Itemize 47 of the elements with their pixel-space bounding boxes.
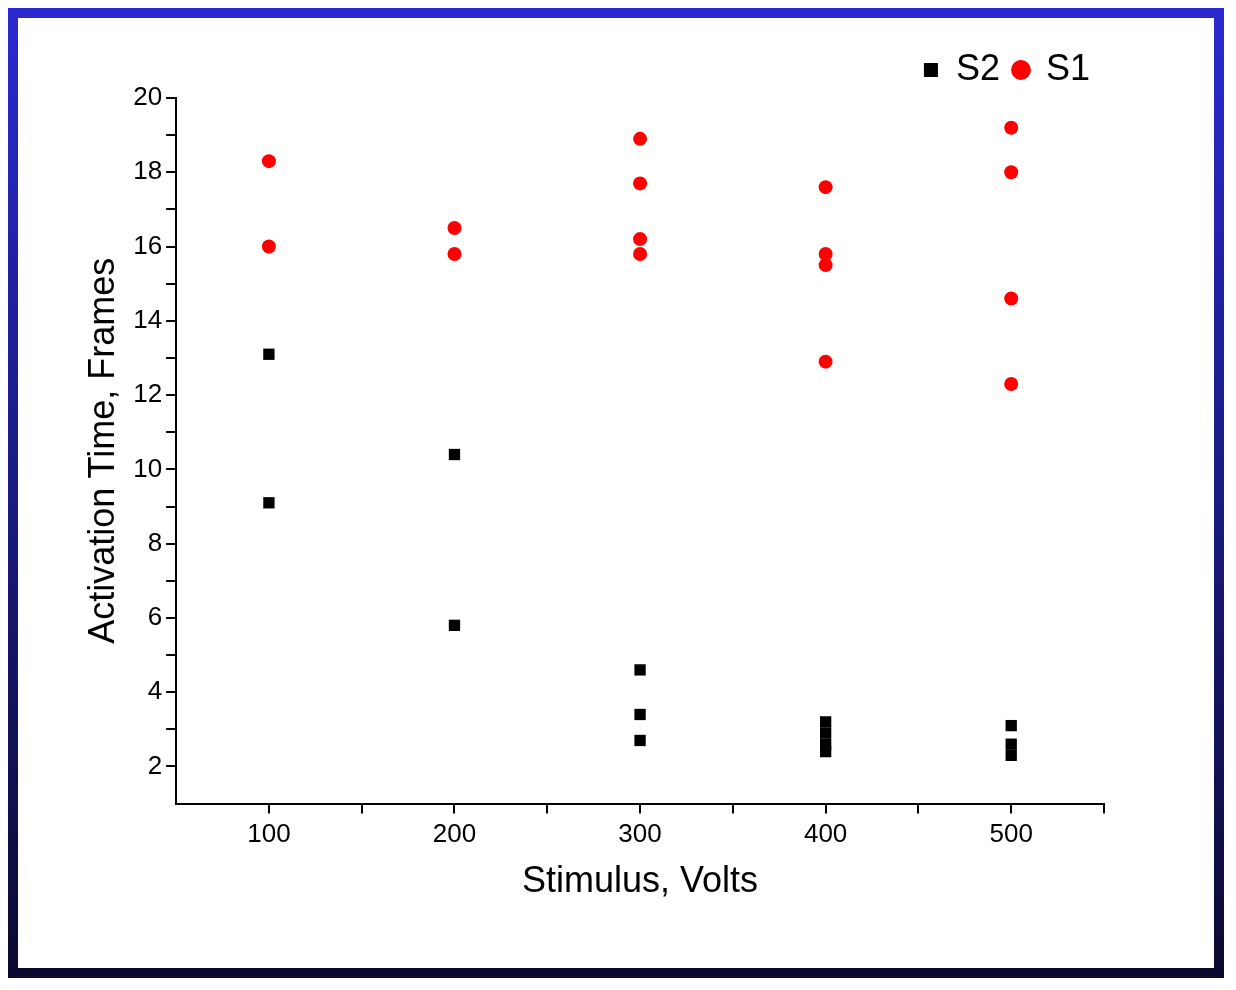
point [634,734,646,747]
x-tick-label: 400 [803,818,848,849]
x-tick-label: 500 [989,818,1033,849]
point [634,664,646,676]
y-tick-label: 20 [133,81,163,112]
point [819,745,832,758]
point [263,497,275,509]
point [819,716,832,728]
y-tick-label: 8 [147,526,163,557]
point [634,708,646,721]
point [818,180,833,195]
point [633,176,648,191]
y-tick-label: 10 [133,452,163,483]
point [261,239,276,254]
point [261,154,276,169]
y-tick-label: 2 [147,749,163,780]
point [633,131,648,146]
point [633,246,648,261]
point [818,354,833,369]
y-tick-label: 16 [133,229,163,260]
x-tick-label: 300 [618,818,662,849]
y-tick-label: 18 [133,155,163,186]
y-tick-label: 12 [133,378,163,409]
point [1005,749,1017,761]
point [448,448,461,461]
point [448,619,461,631]
point [447,246,462,261]
x-tick-label: 100 [247,818,291,849]
legend-label: S1 [1045,46,1091,88]
point [1005,719,1017,732]
point [1004,165,1019,180]
y-tick-label: 14 [133,303,163,334]
y-tick-label: 6 [147,601,163,632]
legend-label: S2 [955,46,1000,88]
point [633,232,648,247]
point [263,348,275,360]
x-tick-label: 200 [432,818,477,849]
point [1005,738,1017,750]
x-axis-title: Stimulus, Volts [522,859,759,901]
point [447,220,462,235]
point [1004,291,1019,306]
point [1004,120,1019,135]
point [1004,376,1019,391]
point [819,727,832,739]
y-tick-label: 4 [147,675,163,706]
point [818,258,833,273]
y-axis-title: Activation Time, Frames [80,257,122,644]
